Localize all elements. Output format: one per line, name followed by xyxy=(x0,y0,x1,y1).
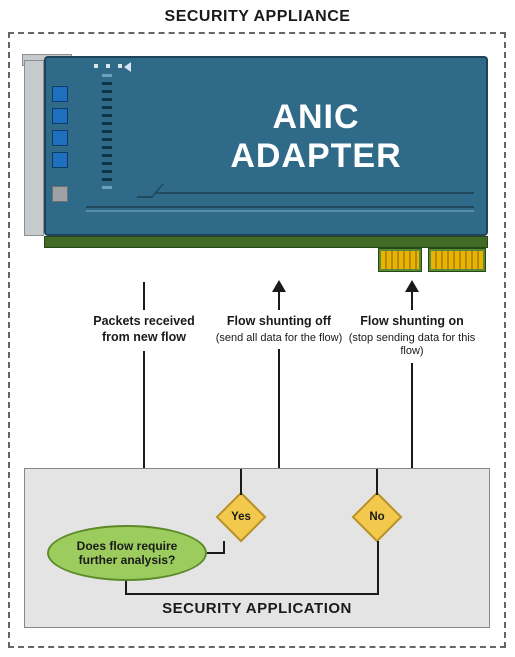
card-bracket xyxy=(24,60,44,236)
card-trace-lower xyxy=(86,206,474,212)
arrow-packets-in: Packets received from new flow xyxy=(84,282,204,468)
flow-connector xyxy=(223,541,225,554)
arrow-label: Packets received from new flow xyxy=(78,310,210,351)
yes-label: Yes xyxy=(231,511,251,523)
port-icon xyxy=(52,130,68,146)
arrow-label-main: Flow shunting off xyxy=(227,314,331,328)
app-title: SECURITY APPLICATION xyxy=(25,600,489,617)
port-icon xyxy=(52,152,68,168)
card-trace-upper xyxy=(156,192,474,202)
card-label: ANIC ADAPTER xyxy=(166,98,466,176)
arrow-label: Flow shunting off (send all data for the… xyxy=(213,310,345,349)
arrow-label-sub: (stop sending data for this flow) xyxy=(348,332,476,360)
port-icon xyxy=(52,186,68,202)
card-edge-connector xyxy=(44,236,488,248)
decision-ellipse: Does flow require further analysis? xyxy=(47,525,207,581)
card-indicator-icon xyxy=(124,62,131,72)
arrow-head-up-icon xyxy=(272,280,286,292)
card-leds xyxy=(94,64,122,68)
card-label-line2: ADAPTER xyxy=(230,137,401,175)
outer-title: SECURITY APPLIANCE xyxy=(0,8,515,26)
flow-connector xyxy=(240,469,242,495)
card-ports xyxy=(52,86,72,208)
decision-yes: Yes xyxy=(217,493,265,541)
port-icon xyxy=(52,86,68,102)
pcie-connector-icon xyxy=(428,248,486,272)
arrow-label: Flow shunting on (stop sending data for … xyxy=(346,310,478,363)
card-scale-marks xyxy=(102,74,114,194)
arrow-label-sub: (send all data for the flow) xyxy=(215,332,343,346)
card-label-line1: ANIC xyxy=(272,98,359,136)
anic-card: ANIC ADAPTER xyxy=(24,56,490,276)
arrow-shunt-off: Flow shunting off (send all data for the… xyxy=(219,282,339,468)
port-icon xyxy=(52,108,68,124)
arrow-shunt-on: Flow shunting on (stop sending data for … xyxy=(352,282,472,468)
flow-arrows: Packets received from new flow Flow shun… xyxy=(24,282,490,480)
arrow-head-up-icon xyxy=(405,280,419,292)
arrow-label-main: Packets received from new flow xyxy=(93,314,194,344)
flow-connector xyxy=(125,593,379,595)
card-body: ANIC ADAPTER xyxy=(44,56,488,236)
pcie-connector-icon xyxy=(378,248,422,272)
decision-question: Does flow require further analysis? xyxy=(61,539,193,568)
arrow-label-main: Flow shunting on xyxy=(360,314,463,328)
flow-connector xyxy=(376,469,378,495)
security-application-box: Does flow require further analysis? Yes … xyxy=(24,468,490,628)
no-label: No xyxy=(369,511,384,523)
decision-no: No xyxy=(353,493,401,541)
flow-connector xyxy=(377,541,379,595)
